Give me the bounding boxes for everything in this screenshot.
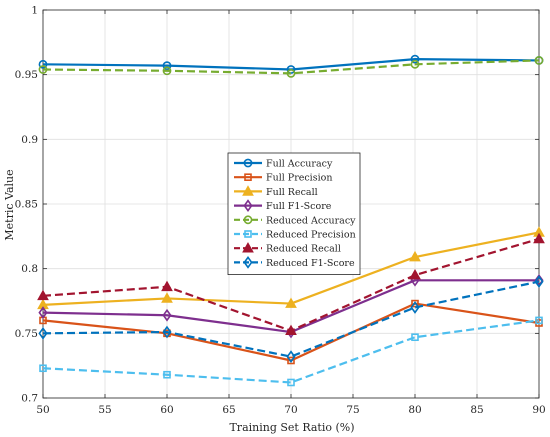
legend-marker xyxy=(243,256,253,269)
y-tick-label: 1 xyxy=(31,5,38,17)
legend-label: Full Accuracy xyxy=(266,159,333,170)
data-point xyxy=(286,65,296,74)
y-tick-label: 0.75 xyxy=(15,328,38,340)
legend-marker xyxy=(244,230,252,238)
legend-item: Reduced Recall xyxy=(234,242,341,255)
legend-marker xyxy=(242,185,254,196)
series-reduced-accuracy xyxy=(38,56,544,78)
data-point xyxy=(162,308,172,322)
data-point xyxy=(535,316,543,325)
series-reduced-precision xyxy=(39,316,543,387)
legend-item: Full Accuracy xyxy=(234,159,333,170)
legend-label: Full Recall xyxy=(266,187,318,198)
legend-marker xyxy=(243,199,253,212)
data-point xyxy=(162,325,172,339)
legend-item: Full F1-Score xyxy=(234,199,332,212)
legend-label: Reduced Precision xyxy=(266,230,356,241)
data-point xyxy=(285,324,297,336)
series-line xyxy=(42,59,540,75)
x-tick-label: 75 xyxy=(346,404,359,416)
data-point xyxy=(287,378,295,387)
legend-marker xyxy=(244,173,252,181)
legend-label: Full F1-Score xyxy=(266,201,332,212)
legend-label: Full Precision xyxy=(266,173,332,184)
legend-label: Reduced F1-Score xyxy=(266,258,355,269)
series-reduced-f1-score xyxy=(38,275,544,363)
x-axis-label: Training Set Ratio (%) xyxy=(229,421,354,434)
x-tick-label: 80 xyxy=(408,404,421,416)
legend: Full Accuracy Full Precision Full Recall Fu… xyxy=(227,152,361,275)
data-point xyxy=(410,59,420,69)
data-point xyxy=(533,232,545,244)
legend-marker xyxy=(243,158,253,168)
data-point xyxy=(162,61,172,71)
data-point xyxy=(534,275,544,288)
series-line xyxy=(42,280,540,358)
x-tick-label: 85 xyxy=(470,404,483,416)
series-layer xyxy=(37,54,545,387)
x-tick-label: 55 xyxy=(98,404,111,416)
y-tick-label: 0.9 xyxy=(21,134,38,146)
series-full-recall xyxy=(37,226,545,310)
y-tick-label: 0.7 xyxy=(21,393,38,405)
legend-marker xyxy=(243,215,253,225)
y-tick-label: 0.95 xyxy=(15,69,38,81)
data-point xyxy=(409,269,421,280)
data-point xyxy=(534,56,544,65)
x-tick-label: 60 xyxy=(160,404,173,416)
legend-box xyxy=(227,152,361,275)
legend-item: Reduced F1-Score xyxy=(234,256,355,269)
data-point xyxy=(163,370,171,379)
data-point xyxy=(161,280,173,292)
series-line xyxy=(42,319,540,384)
legend-item: Reduced Precision xyxy=(234,230,356,241)
legend-label: Reduced Accuracy xyxy=(266,215,356,226)
axis-ticks: 50 55 60 65 70 75 80 85 90 0.7 0.75 0.8 0.85 0.9 0.95 1 xyxy=(15,5,546,417)
legend-item: Full Precision xyxy=(234,173,332,184)
series-reduced-recall xyxy=(37,232,545,336)
data-point xyxy=(39,364,47,373)
x-tick-label: 50 xyxy=(36,404,49,416)
data-point xyxy=(38,326,48,340)
data-point xyxy=(409,250,421,262)
data-point xyxy=(287,356,295,365)
data-point xyxy=(286,68,296,78)
legend-label: Reduced Recall xyxy=(266,244,341,255)
x-tick-label: 65 xyxy=(222,404,235,416)
data-point xyxy=(162,66,172,76)
y-tick-label: 0.85 xyxy=(15,199,38,211)
data-point xyxy=(161,292,173,303)
data-point xyxy=(38,59,48,69)
y-axis-label: Metric Value xyxy=(3,169,16,240)
data-point xyxy=(411,299,419,308)
legend-item: Reduced Accuracy xyxy=(234,215,356,226)
x-tick-label: 90 xyxy=(532,404,545,416)
data-point xyxy=(410,301,420,314)
data-point xyxy=(285,297,297,308)
legend-item: Full Recall xyxy=(234,185,318,198)
y-tick-label: 0.8 xyxy=(21,263,38,275)
data-point xyxy=(38,306,48,320)
legend-marker xyxy=(242,242,254,253)
data-point xyxy=(410,54,420,64)
data-point xyxy=(286,350,296,363)
data-point xyxy=(38,65,48,74)
x-tick-label: 70 xyxy=(284,404,297,416)
data-point xyxy=(411,333,419,342)
data-point xyxy=(37,289,49,301)
